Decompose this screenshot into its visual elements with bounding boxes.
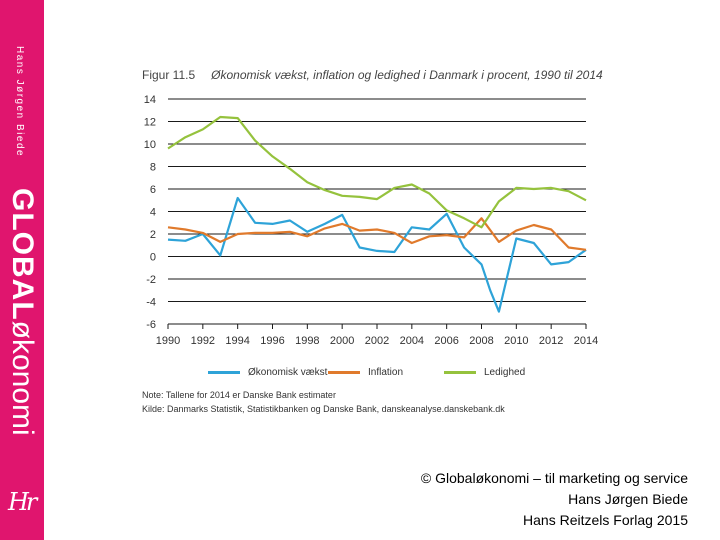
sidebar: Hans Jørgen Biede GLOBALøkonomi Hr <box>0 0 44 540</box>
publisher-logo: Hr <box>8 488 37 516</box>
y-tick-label: 4 <box>150 207 156 219</box>
legend-swatch <box>328 371 360 374</box>
brand-light: økonomi <box>6 320 39 436</box>
x-tick-label: 2010 <box>504 335 528 347</box>
figure-label: Figur 11.5 <box>142 68 196 82</box>
series-line-ledighed <box>167 115 587 229</box>
y-tick-label: -6 <box>146 319 156 331</box>
author-line: Hans Jørgen Biede <box>568 491 688 507</box>
figure-note: Note: Tallene for 2014 er Danske Bank es… <box>142 390 336 400</box>
y-tick-label: 2 <box>150 229 156 241</box>
x-tick-label: 2002 <box>365 335 389 347</box>
x-tick-label: 1994 <box>225 335 249 347</box>
y-tick-label: -4 <box>146 297 156 309</box>
figure-title: Figur 11.5 Økonomisk vækst, inflation og … <box>142 68 603 82</box>
publisher-line: Hans Reitzels Forlag 2015 <box>523 512 688 528</box>
legend-swatch <box>208 371 240 374</box>
copyright-block: © Globaløkonomi – til marketing og servi… <box>421 468 688 531</box>
brand-bold: GLOBAL <box>6 188 39 321</box>
legend-item: Ledighed <box>444 367 525 378</box>
x-tick-label: 1998 <box>295 335 319 347</box>
sidebar-author: Hans Jørgen Biede <box>14 46 25 158</box>
figure-title-text: Økonomisk vækst, inflation og ledighed i… <box>211 68 603 82</box>
sidebar-brand: GLOBALøkonomi <box>4 188 40 436</box>
y-tick-label: 0 <box>150 252 156 264</box>
x-tick-label: 1992 <box>191 335 215 347</box>
figure-source: Kilde: Danmarks Statistik, Statistikbank… <box>142 404 505 414</box>
chart-legend: Økonomisk vækst Inflation Ledighed <box>208 367 608 381</box>
x-tick-label: 2000 <box>330 335 354 347</box>
y-tick-label: 10 <box>144 139 156 151</box>
x-tick-label: 2008 <box>469 335 493 347</box>
x-tick-label: 1990 <box>156 335 180 347</box>
legend-item: Økonomisk vækst <box>208 367 327 378</box>
x-tick-label: 2014 <box>574 335 598 347</box>
y-tick-label: 12 <box>144 117 156 129</box>
legend-label: Inflation <box>368 367 404 378</box>
x-tick-label: 2006 <box>434 335 458 347</box>
legend-label: Økonomisk vækst <box>248 367 328 378</box>
y-tick-label: -2 <box>146 274 156 286</box>
series-line-inflation <box>167 217 587 251</box>
legend-label: Ledighed <box>484 367 526 378</box>
legend-swatch <box>444 371 476 374</box>
x-tick-label: 2004 <box>400 335 424 347</box>
y-tick-label: 14 <box>144 94 156 106</box>
series-line-konomisk-v-kst <box>167 196 587 313</box>
copyright-line: © Globaløkonomi – til marketing og servi… <box>420 470 688 486</box>
legend-item: Inflation <box>328 367 403 378</box>
y-tick-label: 6 <box>150 184 156 196</box>
x-tick-label: 2012 <box>539 335 563 347</box>
x-tick-label: 1996 <box>260 335 284 347</box>
y-tick-label: 8 <box>150 162 156 174</box>
